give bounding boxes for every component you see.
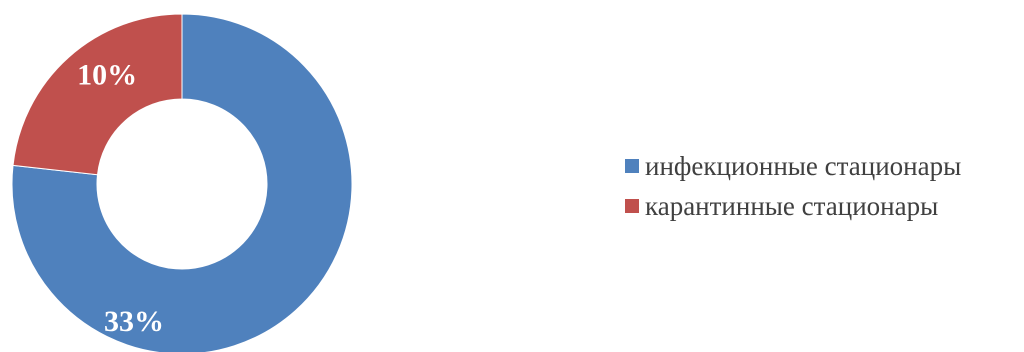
legend-label-infectious: инфекционные стационары	[645, 150, 962, 181]
data-labels: 33% 10%	[77, 59, 164, 338]
data-label-quarantine: 10%	[77, 59, 137, 92]
legend-label-quarantine: карантинные стационары	[645, 190, 939, 221]
slice-quarantine	[12, 13, 183, 176]
legend-swatch-quarantine	[625, 199, 639, 213]
donut-slices	[11, 13, 353, 352]
data-label-infectious: 33%	[104, 305, 164, 338]
legend: инфекционные стационары карантинные стац…	[625, 146, 961, 226]
legend-item-infectious: инфекционные стационары	[625, 146, 961, 186]
donut-chart: 33% 10%	[11, 13, 353, 352]
slice-infectious	[11, 13, 353, 352]
legend-swatch-infectious	[625, 159, 639, 173]
legend-item-quarantine: карантинные стационары	[625, 186, 961, 226]
